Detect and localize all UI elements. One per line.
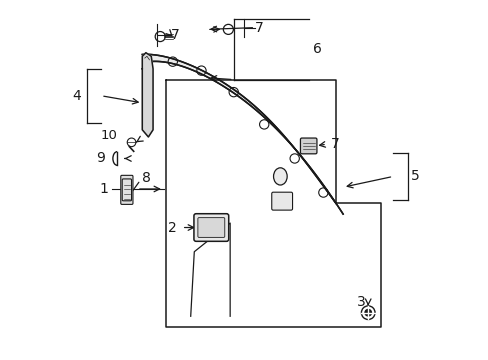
Text: 3: 3 — [356, 295, 365, 309]
Text: 10: 10 — [101, 129, 118, 142]
Text: 2: 2 — [167, 221, 176, 234]
FancyBboxPatch shape — [271, 192, 292, 210]
Text: 7: 7 — [330, 137, 339, 151]
Text: 4: 4 — [72, 89, 81, 103]
Text: 1: 1 — [99, 182, 108, 196]
Ellipse shape — [273, 168, 286, 185]
FancyBboxPatch shape — [122, 179, 131, 201]
Polygon shape — [142, 53, 153, 137]
FancyBboxPatch shape — [300, 138, 316, 154]
Text: 7: 7 — [171, 28, 180, 42]
FancyBboxPatch shape — [121, 175, 133, 204]
Polygon shape — [142, 54, 343, 214]
Text: 6: 6 — [312, 42, 321, 56]
Circle shape — [364, 310, 371, 316]
FancyBboxPatch shape — [198, 218, 224, 237]
Text: 5: 5 — [410, 170, 418, 183]
Text: 9: 9 — [96, 152, 104, 166]
Text: 7: 7 — [255, 21, 264, 35]
Text: 8: 8 — [142, 171, 151, 185]
FancyBboxPatch shape — [194, 214, 228, 241]
